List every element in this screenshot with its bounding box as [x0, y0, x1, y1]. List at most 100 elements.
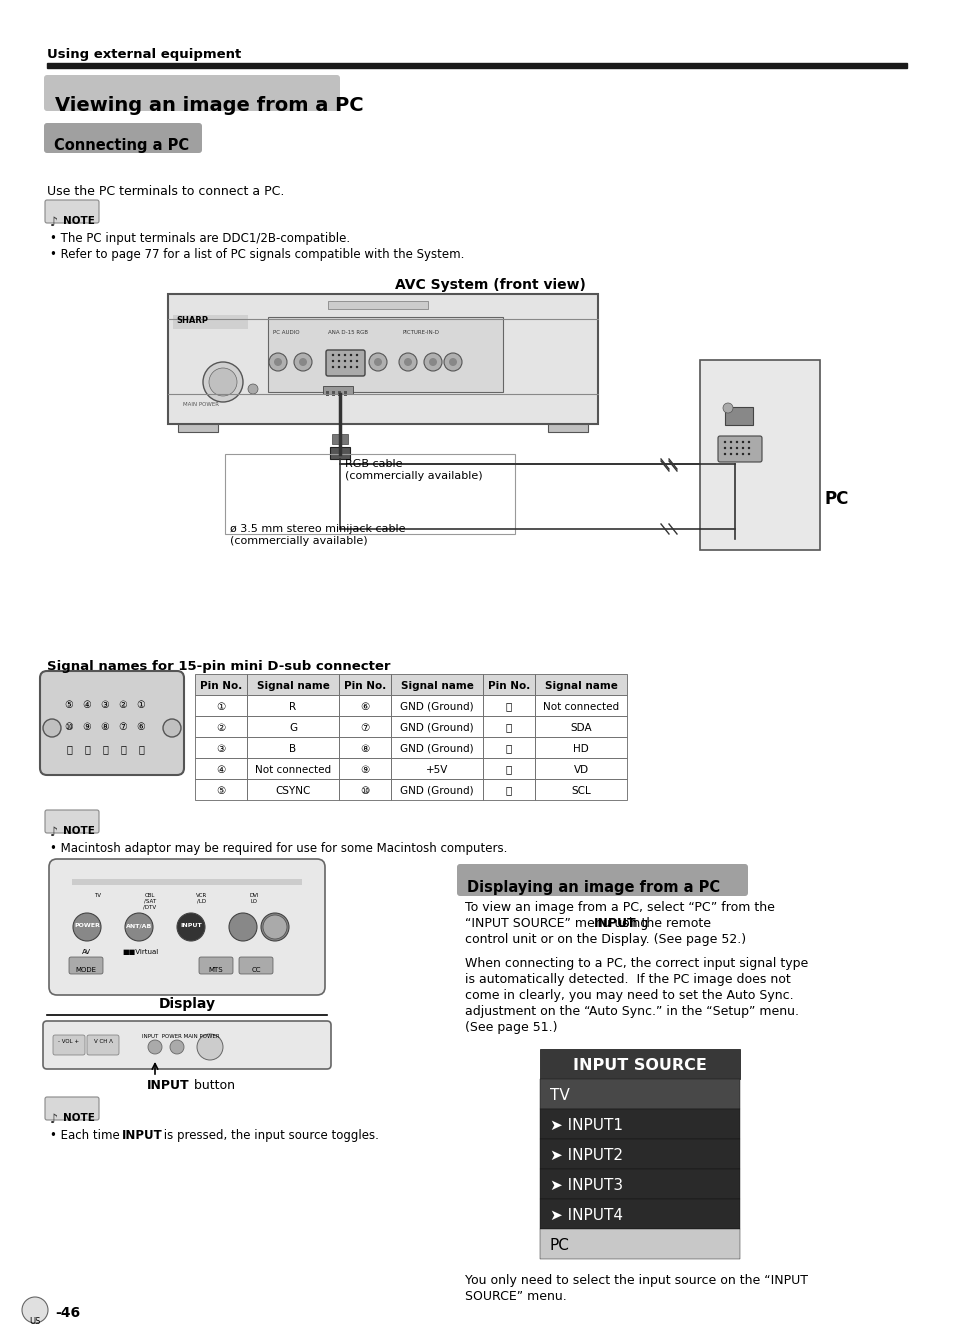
Circle shape [274, 358, 282, 366]
Text: GND (Ground): GND (Ground) [399, 744, 474, 753]
Circle shape [337, 354, 340, 356]
Text: ①: ① [216, 702, 226, 712]
FancyBboxPatch shape [87, 1034, 119, 1055]
Text: PICTURE-IN-D: PICTURE-IN-D [402, 330, 439, 335]
Circle shape [269, 352, 287, 371]
FancyBboxPatch shape [45, 809, 99, 833]
Text: Display: Display [158, 997, 215, 1010]
Circle shape [294, 352, 312, 371]
Bar [539, 1049, 740, 1079]
Bar [71, 879, 302, 884]
Circle shape [423, 352, 441, 371]
Circle shape [735, 446, 738, 449]
Circle shape [209, 369, 236, 397]
Bar [535, 716, 626, 737]
Text: ⑴: ⑴ [505, 785, 512, 796]
Bar [194, 758, 247, 779]
Circle shape [229, 913, 256, 941]
Text: PC AUDIO: PC AUDIO [273, 330, 299, 335]
Circle shape [148, 1040, 162, 1055]
Text: Signal name: Signal name [400, 681, 473, 690]
Circle shape [337, 360, 340, 362]
Circle shape [429, 358, 436, 366]
Text: ②: ② [216, 722, 226, 733]
Text: Viewing an image from a PC: Viewing an image from a PC [55, 96, 363, 115]
Text: ♪: ♪ [50, 216, 58, 229]
Text: RGB cable
(commercially available): RGB cable (commercially available) [345, 460, 482, 481]
FancyBboxPatch shape [326, 350, 365, 377]
Bar [172, 315, 248, 330]
FancyBboxPatch shape [718, 436, 761, 462]
Text: NOTE: NOTE [63, 1114, 94, 1123]
Bar [338, 674, 391, 695]
Bar [535, 674, 626, 695]
Circle shape [261, 913, 289, 941]
Text: VCR
/LD: VCR /LD [196, 892, 208, 903]
Text: ■■Virtual: ■■Virtual [122, 949, 158, 955]
Text: AVC System (front view): AVC System (front view) [395, 277, 585, 292]
FancyBboxPatch shape [44, 75, 339, 111]
Text: US: US [30, 1317, 41, 1327]
Text: ♪: ♪ [50, 825, 58, 839]
Bar [247, 716, 338, 737]
Text: Use the PC terminals to connect a PC.: Use the PC terminals to connect a PC. [47, 185, 284, 198]
Text: ⑰: ⑰ [505, 702, 512, 712]
Bar [482, 716, 535, 737]
Bar [338, 695, 391, 716]
Text: on the remote: on the remote [618, 917, 711, 930]
Circle shape [73, 913, 101, 941]
Circle shape [449, 358, 456, 366]
Circle shape [163, 720, 181, 737]
Text: button: button [190, 1079, 234, 1092]
Circle shape [398, 352, 416, 371]
Text: +5V: +5V [425, 765, 448, 775]
Text: MODE: MODE [75, 967, 96, 973]
Circle shape [723, 446, 725, 449]
Bar [194, 695, 247, 716]
Bar [391, 737, 482, 758]
FancyBboxPatch shape [45, 1097, 99, 1120]
Circle shape [332, 360, 334, 362]
Text: When connecting to a PC, the correct input signal type: When connecting to a PC, the correct inp… [464, 957, 807, 970]
Bar [178, 423, 218, 431]
Circle shape [125, 913, 152, 941]
Text: Pin No.: Pin No. [343, 681, 386, 690]
Text: - VOL +: - VOL + [58, 1038, 79, 1044]
Text: ⑥: ⑥ [136, 722, 145, 732]
Text: ①: ① [136, 699, 145, 710]
Bar [391, 779, 482, 800]
Bar [482, 779, 535, 800]
Text: • The PC input terminals are DDC1/2B-compatible.: • The PC input terminals are DDC1/2B-com… [50, 232, 350, 245]
Circle shape [369, 352, 387, 371]
Circle shape [43, 720, 61, 737]
FancyBboxPatch shape [49, 859, 325, 996]
Circle shape [350, 354, 352, 356]
Text: ➤ INPUT4: ➤ INPUT4 [550, 1207, 622, 1222]
Text: ⑤: ⑤ [216, 785, 226, 796]
Bar [323, 386, 353, 394]
Bar [338, 737, 391, 758]
FancyBboxPatch shape [69, 957, 103, 974]
Text: ⑦: ⑦ [360, 722, 369, 733]
Text: SHARP: SHARP [175, 316, 208, 326]
Text: ⑴: ⑴ [66, 744, 71, 754]
Circle shape [337, 366, 340, 369]
Bar [247, 695, 338, 716]
Text: is pressed, the input source toggles.: is pressed, the input source toggles. [160, 1130, 378, 1142]
Circle shape [343, 366, 346, 369]
Bar [332, 391, 335, 397]
Text: ⑰: ⑰ [138, 744, 144, 754]
FancyBboxPatch shape [44, 123, 202, 153]
Text: ANT/AB: ANT/AB [126, 923, 152, 929]
Bar [344, 391, 347, 397]
Circle shape [343, 354, 346, 356]
Text: G: G [289, 722, 296, 733]
Text: Pin No.: Pin No. [200, 681, 242, 690]
Text: • Each time: • Each time [50, 1130, 123, 1142]
Bar [247, 674, 338, 695]
Text: GND (Ground): GND (Ground) [399, 702, 474, 712]
Text: HD: HD [573, 744, 588, 753]
Text: TV: TV [94, 892, 101, 898]
Text: ➤ INPUT2: ➤ INPUT2 [550, 1147, 622, 1163]
Circle shape [177, 913, 205, 941]
